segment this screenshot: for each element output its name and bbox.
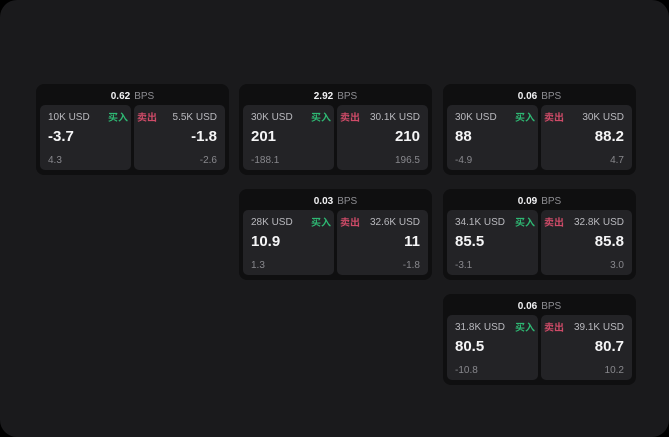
buy-size-label: 28K USD	[251, 216, 293, 228]
sell-quote-tile[interactable]: 39.1K USD 80.7 10.2	[541, 315, 632, 380]
sell-size-label: 30.1K USD	[369, 111, 420, 123]
buy-sub-value: -188.1	[251, 155, 280, 166]
buy-price: 10.9	[251, 233, 281, 250]
buy-sub-value: 1.3	[251, 260, 265, 271]
buy-quote-tile[interactable]: 10K USD -3.7 4.3	[40, 105, 131, 170]
sell-price: 85.8	[594, 233, 624, 250]
bps-unit-label: BPS	[541, 196, 562, 207]
spread-value: 2.92	[313, 91, 334, 102]
sell-label	[340, 112, 360, 122]
spread-header: 0.03 BPS	[239, 189, 432, 210]
buy-label	[108, 112, 128, 122]
buy-price: -3.7	[48, 128, 74, 145]
sell-label	[544, 322, 564, 332]
spread-value: 0.62	[110, 91, 131, 102]
sell-quote-tile[interactable]: 30.1K USD 210 196.5	[337, 105, 428, 170]
sell-quote-tile[interactable]: 30K USD 88.2 4.7	[541, 105, 632, 170]
spread-value: 0.03	[313, 196, 334, 207]
buy-sub-value: -4.9	[455, 155, 473, 166]
spread-header: 0.09 BPS	[443, 189, 636, 210]
bps-unit-label: BPS	[134, 91, 155, 102]
buy-quote-tile[interactable]: 34.1K USD 85.5 -3.1	[447, 210, 538, 275]
buy-sub-value: -10.8	[455, 365, 478, 376]
buy-size-label: 10K USD	[48, 111, 90, 123]
spread-value: 0.06	[517, 91, 538, 102]
sell-price: -1.8	[191, 128, 217, 145]
sell-quote-tile[interactable]: 32.6K USD 11 -1.8	[337, 210, 428, 275]
buy-quote-tile[interactable]: 28K USD 10.9 1.3	[243, 210, 334, 275]
bps-unit-label: BPS	[337, 91, 358, 102]
sell-quote-tile[interactable]: 32.8K USD 85.8 3.0	[541, 210, 632, 275]
sell-sub-value: 10.2	[604, 365, 624, 376]
quote-card: 0.03 BPS 28K USD 10.9 1.3 32.6K USD 11 -…	[239, 189, 432, 280]
sell-sub-value: 4.7	[610, 155, 624, 166]
bps-unit-label: BPS	[337, 196, 358, 207]
bps-unit-label: BPS	[541, 91, 562, 102]
spread-header: 0.62 BPS	[36, 84, 229, 105]
buy-price: 201	[251, 128, 277, 145]
sell-label	[544, 217, 564, 227]
quote-card: 2.92 BPS 30K USD 201 -188.1 30.1K USD 21…	[239, 84, 432, 175]
spread-header: 2.92 BPS	[239, 84, 432, 105]
buy-label	[515, 322, 535, 332]
buy-label	[311, 217, 331, 227]
buy-size-label: 34.1K USD	[455, 216, 506, 228]
sell-quote-tile[interactable]: 5.5K USD -1.8 -2.6	[134, 105, 225, 170]
sell-price: 210	[394, 128, 420, 145]
sell-size-label: 5.5K USD	[172, 111, 217, 123]
sell-price: 80.7	[594, 338, 624, 355]
sell-size-label: 32.6K USD	[369, 216, 420, 228]
bps-unit-label: BPS	[541, 301, 562, 312]
sell-size-label: 32.8K USD	[573, 216, 624, 228]
sell-label	[544, 112, 564, 122]
sell-price: 11	[404, 233, 420, 250]
buy-price: 85.5	[455, 233, 485, 250]
buy-size-label: 31.8K USD	[455, 321, 506, 333]
buy-size-label: 30K USD	[251, 111, 293, 123]
sell-price: 88.2	[594, 128, 624, 145]
sell-sub-value: -2.6	[199, 155, 217, 166]
buy-sub-value: -3.1	[455, 260, 473, 271]
buy-label	[515, 217, 535, 227]
sell-sub-value: -1.8	[402, 260, 420, 271]
quote-card: 0.62 BPS 10K USD -3.7 4.3 5.5K USD -1.8 …	[36, 84, 229, 175]
quote-card: 0.06 BPS 31.8K USD 80.5 -10.8 39.1K USD …	[443, 294, 636, 385]
buy-sub-value: 4.3	[48, 155, 62, 166]
sell-sub-value: 196.5	[394, 155, 420, 166]
sell-size-label: 39.1K USD	[573, 321, 624, 333]
buy-price: 80.5	[455, 338, 485, 355]
buy-quote-tile[interactable]: 31.8K USD 80.5 -10.8	[447, 315, 538, 380]
spread-header: 0.06 BPS	[443, 84, 636, 105]
sell-sub-value: 3.0	[610, 260, 624, 271]
spread-value: 0.06	[517, 301, 538, 312]
sell-size-label: 30K USD	[582, 111, 624, 123]
quote-card: 0.06 BPS 30K USD 88 -4.9 30K USD 88.2 4.…	[443, 84, 636, 175]
buy-size-label: 30K USD	[455, 111, 497, 123]
buy-price: 88	[455, 128, 472, 145]
buy-quote-tile[interactable]: 30K USD 88 -4.9	[447, 105, 538, 170]
quote-card: 0.09 BPS 34.1K USD 85.5 -3.1 32.8K USD 8…	[443, 189, 636, 280]
sell-label	[340, 217, 360, 227]
buy-label	[515, 112, 535, 122]
spread-value: 0.09	[517, 196, 538, 207]
spread-header: 0.06 BPS	[443, 294, 636, 315]
sell-label	[137, 112, 157, 122]
buy-quote-tile[interactable]: 30K USD 201 -188.1	[243, 105, 334, 170]
buy-label	[311, 112, 331, 122]
